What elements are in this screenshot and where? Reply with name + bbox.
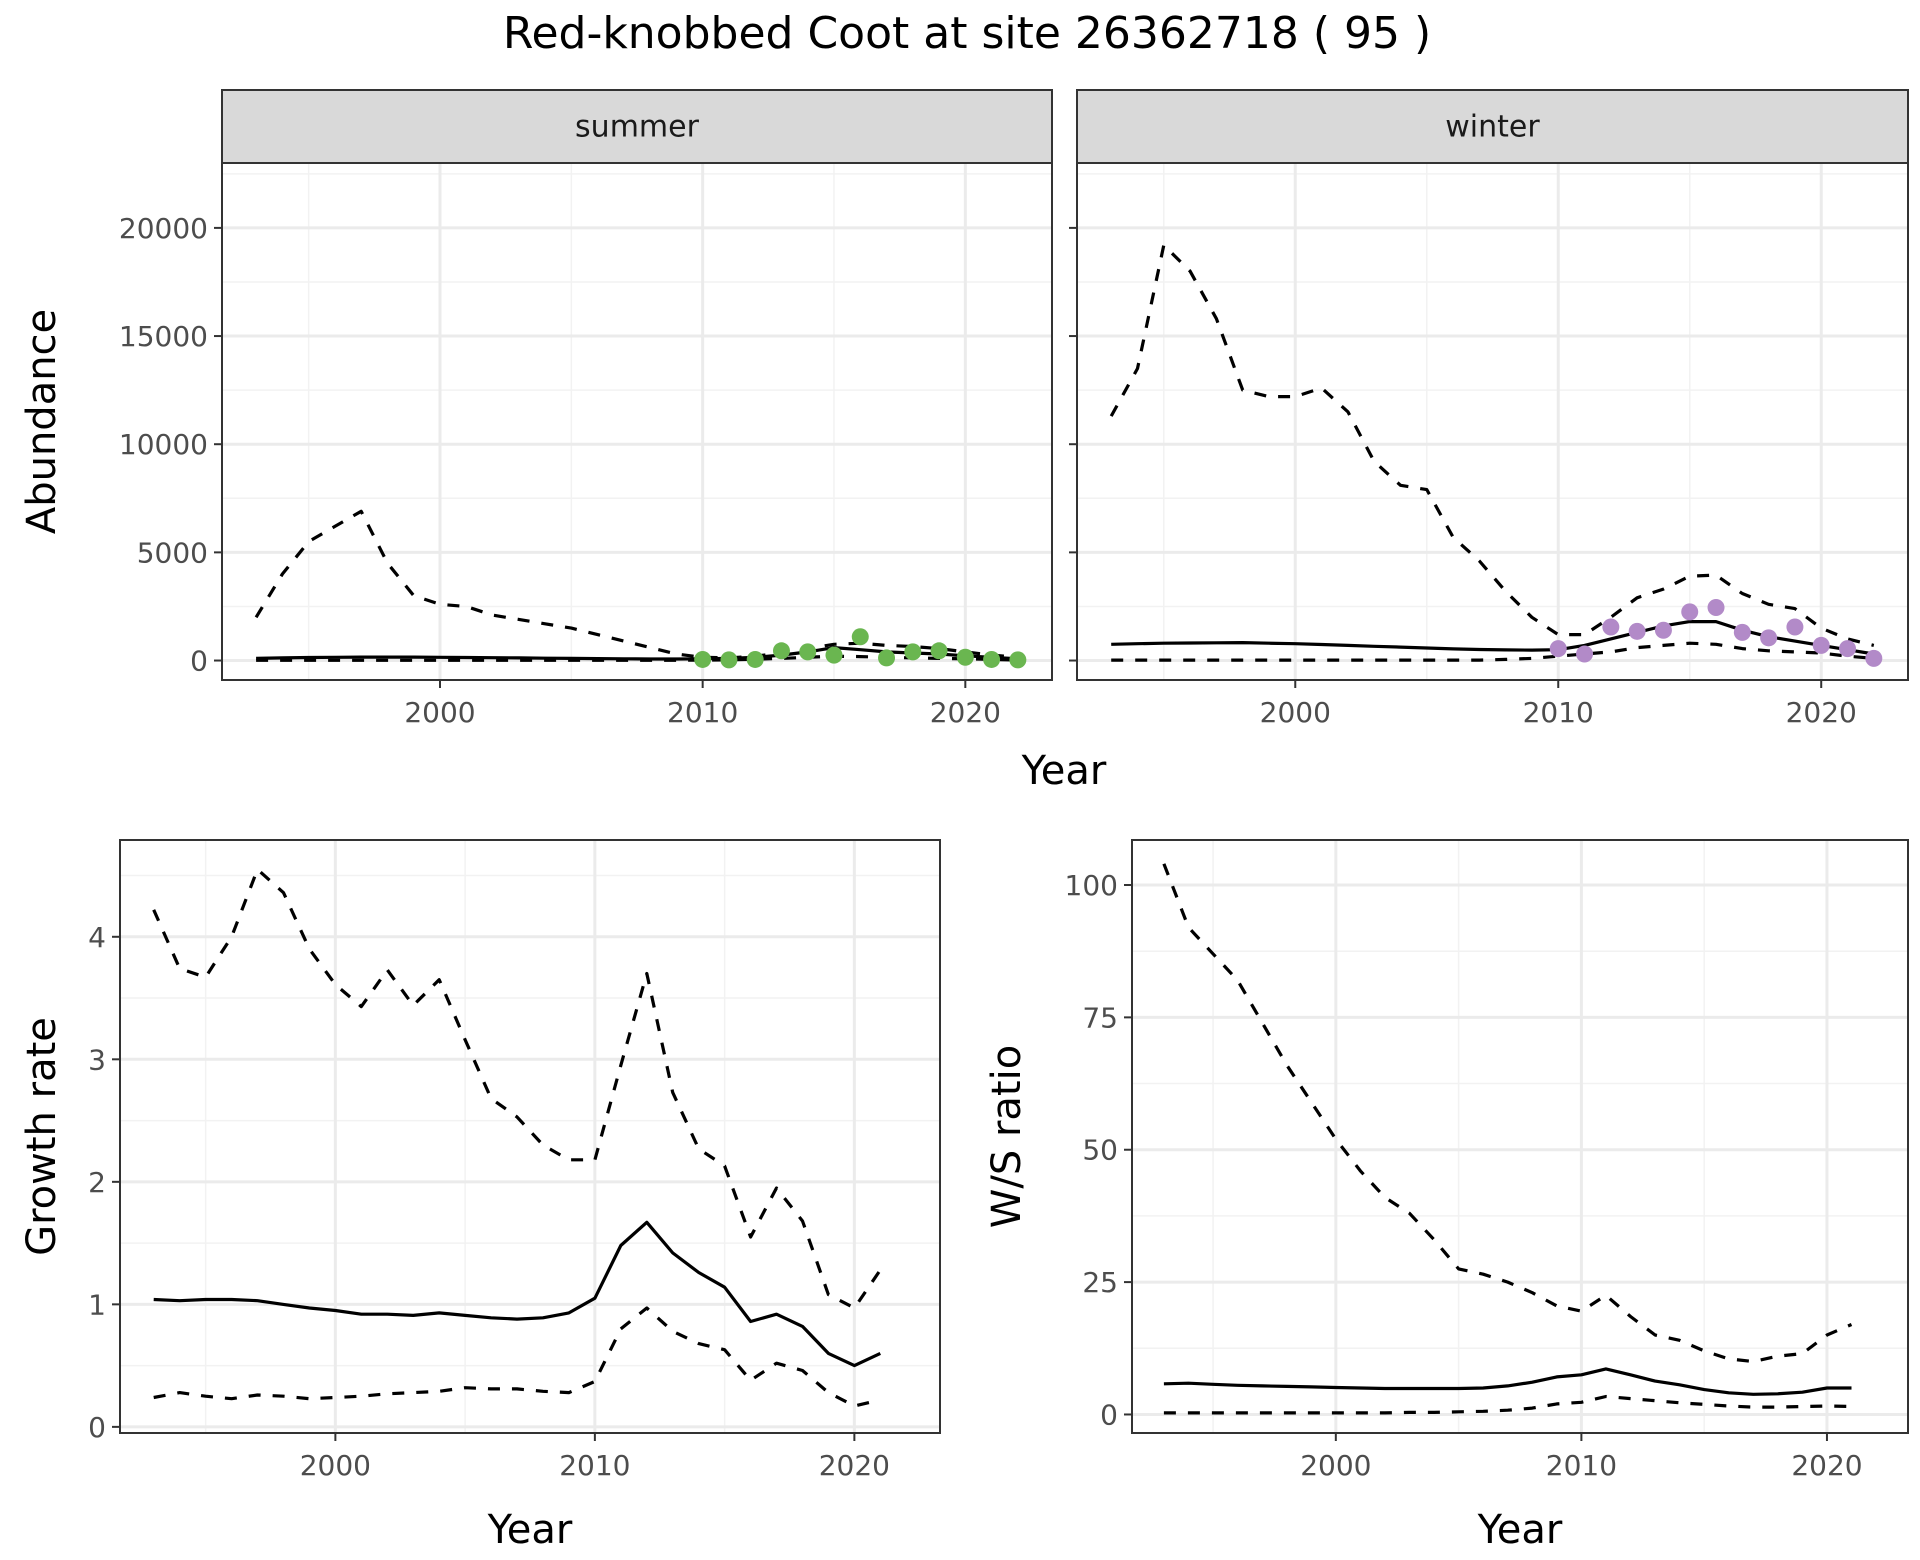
data-point	[983, 650, 1001, 668]
data-point	[1707, 599, 1725, 617]
panel-growth: 2000 2010 2020 0 1 2 3 4 Growth rate Year	[19, 839, 941, 1553]
series-estimate-line	[153, 1220, 881, 1368]
series-lower-line	[1163, 1394, 1852, 1415]
panel-winter: winter 2000 2010 2020 Year	[1021, 89, 1909, 794]
y-axis-title: W/S ratio	[984, 1045, 1030, 1228]
data-point	[851, 628, 869, 646]
data-point	[1733, 623, 1751, 641]
y-tick-label: 15000	[119, 320, 208, 353]
x-tick-label: 2000	[404, 696, 475, 729]
y-tick-label: 3	[88, 1043, 106, 1076]
data-point	[772, 642, 790, 660]
data-point	[1786, 618, 1804, 636]
y-tick-label: 20000	[119, 212, 208, 245]
y-tick-label: 1	[88, 1288, 106, 1321]
y-tick-label: 25	[1082, 1266, 1118, 1299]
panel-border	[1131, 839, 1909, 1434]
series-upper-line	[1109, 243, 1875, 647]
panel-ws: 2000 2010 2020 0 25 50 75 100 W/S ratio Year	[984, 839, 1909, 1553]
data-point	[694, 650, 712, 668]
data-point	[1812, 636, 1830, 654]
data-point	[1681, 603, 1699, 621]
x-axis-title: Year	[1477, 1507, 1563, 1553]
data-point	[878, 649, 896, 667]
data-point	[904, 643, 922, 661]
data-point	[799, 643, 817, 661]
x-axis-title: Year	[1021, 748, 1107, 794]
data-point	[930, 642, 948, 660]
series-upper-line	[1162, 863, 1853, 1364]
data-point	[956, 648, 974, 666]
facet-border	[221, 89, 1053, 681]
x-tick-label: 2010	[667, 696, 738, 729]
x-tick-label: 2020	[819, 1449, 890, 1482]
data-point	[1839, 640, 1857, 658]
panel-border	[119, 839, 941, 1434]
x-tick-label: 2020	[1791, 1449, 1862, 1482]
x-tick-label: 2010	[1546, 1449, 1617, 1482]
y-tick-label: 0	[1100, 1398, 1118, 1431]
series-upper-line	[152, 867, 882, 1310]
y-tick-label: 50	[1082, 1134, 1118, 1167]
data-point	[1576, 645, 1594, 663]
grid	[120, 840, 940, 1433]
data-point	[1628, 622, 1646, 640]
data-point	[1865, 649, 1883, 667]
data-point	[746, 650, 764, 668]
y-tick-label: 10000	[119, 428, 208, 461]
y-tick-label: 0	[190, 645, 208, 678]
data-point	[720, 651, 738, 669]
facet-strip-summer	[221, 89, 1053, 164]
x-tick-label: 2000	[1260, 696, 1331, 729]
facet-strip-label: summer	[575, 110, 700, 145]
data-point	[1602, 618, 1620, 636]
y-tick-label: 5000	[137, 536, 208, 569]
x-tick-label: 2010	[559, 1449, 630, 1482]
series-estimate-line	[1163, 1367, 1852, 1396]
y-tick-label: 4	[88, 921, 106, 954]
x-tick-label: 2000	[1300, 1449, 1371, 1482]
data-point	[825, 646, 843, 664]
data-point	[1549, 640, 1567, 658]
y-tick-label: 75	[1082, 1001, 1118, 1034]
y-axis-title: Abundance	[19, 309, 65, 534]
data-point	[1009, 651, 1027, 669]
x-tick-label: 2020	[930, 696, 1001, 729]
x-tick-label: 2000	[300, 1449, 371, 1482]
y-tick-label: 2	[88, 1166, 106, 1199]
series-lower-line	[1111, 641, 1874, 662]
grid	[222, 163, 1052, 680]
grid	[1077, 163, 1908, 680]
facet-strip-label: winter	[1445, 110, 1540, 145]
data-point	[1760, 629, 1778, 647]
series-upper-line	[254, 509, 1019, 660]
x-tick-label: 2020	[1786, 696, 1857, 729]
chart-title: Red-knobbed Coot at site 26362718 ( 95 )	[503, 8, 1431, 59]
y-tick-label: 100	[1065, 869, 1118, 902]
panel-summer: summer 2000 2010 2020 0 5000 10000 15000 20000 Ab…	[19, 89, 1053, 729]
series-lower-line	[153, 1306, 881, 1408]
data-point	[1654, 621, 1672, 639]
x-axis-title: Year	[487, 1507, 573, 1553]
y-tick-label: 0	[88, 1411, 106, 1444]
y-axis-title: Growth rate	[19, 1017, 65, 1256]
facet-border	[1076, 89, 1909, 681]
x-tick-label: 2010	[1523, 696, 1594, 729]
